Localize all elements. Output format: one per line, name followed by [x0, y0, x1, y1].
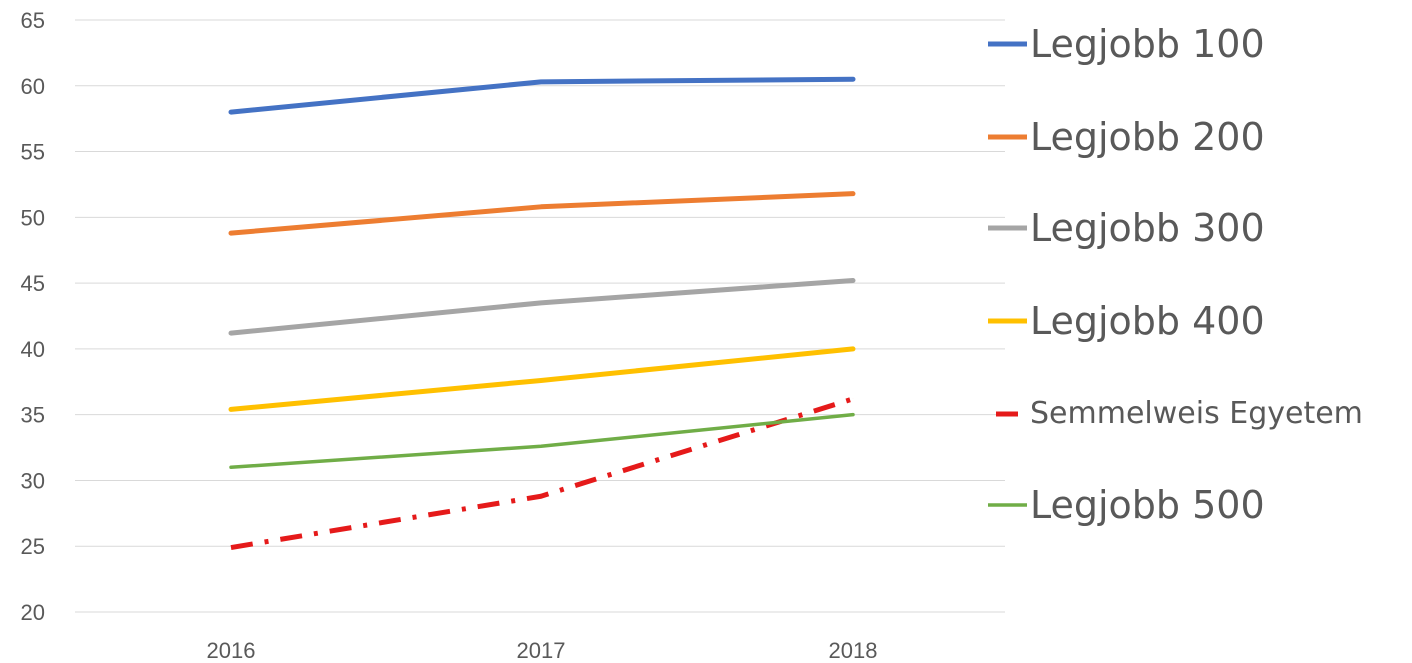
legend-label: Legjobb 400	[1030, 299, 1265, 343]
y-tick-label: 45	[21, 271, 45, 296]
legend-label: Legjobb 200	[1030, 115, 1265, 159]
x-tick-label: 2016	[207, 638, 256, 663]
series-lines	[228, 76, 856, 551]
legend-label: Legjobb 300	[1030, 206, 1265, 250]
series-line	[229, 412, 855, 470]
y-tick-label: 55	[21, 140, 45, 165]
y-tick-label: 20	[21, 600, 45, 625]
x-tick-label: 2017	[517, 638, 566, 663]
series-line	[228, 76, 856, 115]
y-tick-label: 60	[21, 74, 45, 99]
legend-label: Legjobb 100	[1030, 22, 1265, 66]
y-tick-label: 25	[21, 534, 45, 559]
legend: Legjobb 100 Legjobb 200 Legjobb 300 Legjobb…	[988, 22, 1363, 527]
series-line	[228, 277, 856, 336]
series-line	[228, 191, 856, 236]
y-tick-label: 40	[21, 337, 45, 362]
series-line	[230, 396, 854, 551]
legend-label: Semmelweis Egyetem	[1030, 396, 1363, 431]
x-axis-ticks: 2016 2017 2018	[207, 638, 878, 663]
y-tick-label: 65	[21, 8, 45, 33]
gridlines	[75, 19, 1005, 613]
y-tick-label: 50	[21, 205, 45, 230]
x-tick-label: 2018	[829, 638, 878, 663]
y-tick-label: 35	[21, 403, 45, 428]
y-tick-label: 30	[21, 468, 45, 493]
legend-label: Legjobb 500	[1030, 483, 1265, 527]
series-line	[228, 346, 856, 412]
y-axis-ticks: 20 25 30 35 40 45 50 55 60 65	[21, 8, 45, 625]
